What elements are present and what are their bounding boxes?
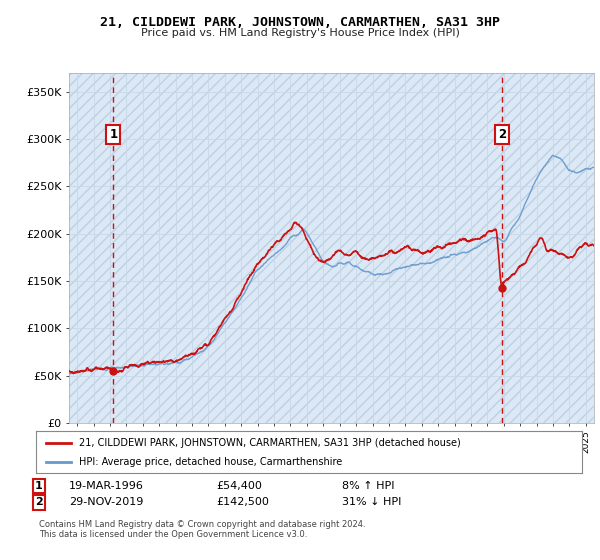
Text: 31% ↓ HPI: 31% ↓ HPI [342,497,401,507]
Text: 2: 2 [498,128,506,141]
Text: £54,400: £54,400 [216,481,262,491]
Text: Contains HM Land Registry data © Crown copyright and database right 2024.
This d: Contains HM Land Registry data © Crown c… [39,520,365,539]
Text: Price paid vs. HM Land Registry's House Price Index (HPI): Price paid vs. HM Land Registry's House … [140,28,460,38]
Text: 1: 1 [35,481,43,491]
Text: 21, CILDDEWI PARK, JOHNSTOWN, CARMARTHEN, SA31 3HP: 21, CILDDEWI PARK, JOHNSTOWN, CARMARTHEN… [100,16,500,29]
Text: 2: 2 [35,497,43,507]
Text: 29-NOV-2019: 29-NOV-2019 [69,497,143,507]
Text: 19-MAR-1996: 19-MAR-1996 [69,481,144,491]
Text: 8% ↑ HPI: 8% ↑ HPI [342,481,395,491]
Text: 21, CILDDEWI PARK, JOHNSTOWN, CARMARTHEN, SA31 3HP (detached house): 21, CILDDEWI PARK, JOHNSTOWN, CARMARTHEN… [79,437,460,447]
Bar [69,73,594,423]
Text: £142,500: £142,500 [216,497,269,507]
Text: HPI: Average price, detached house, Carmarthenshire: HPI: Average price, detached house, Carm… [79,457,342,467]
Text: 1: 1 [109,128,118,141]
